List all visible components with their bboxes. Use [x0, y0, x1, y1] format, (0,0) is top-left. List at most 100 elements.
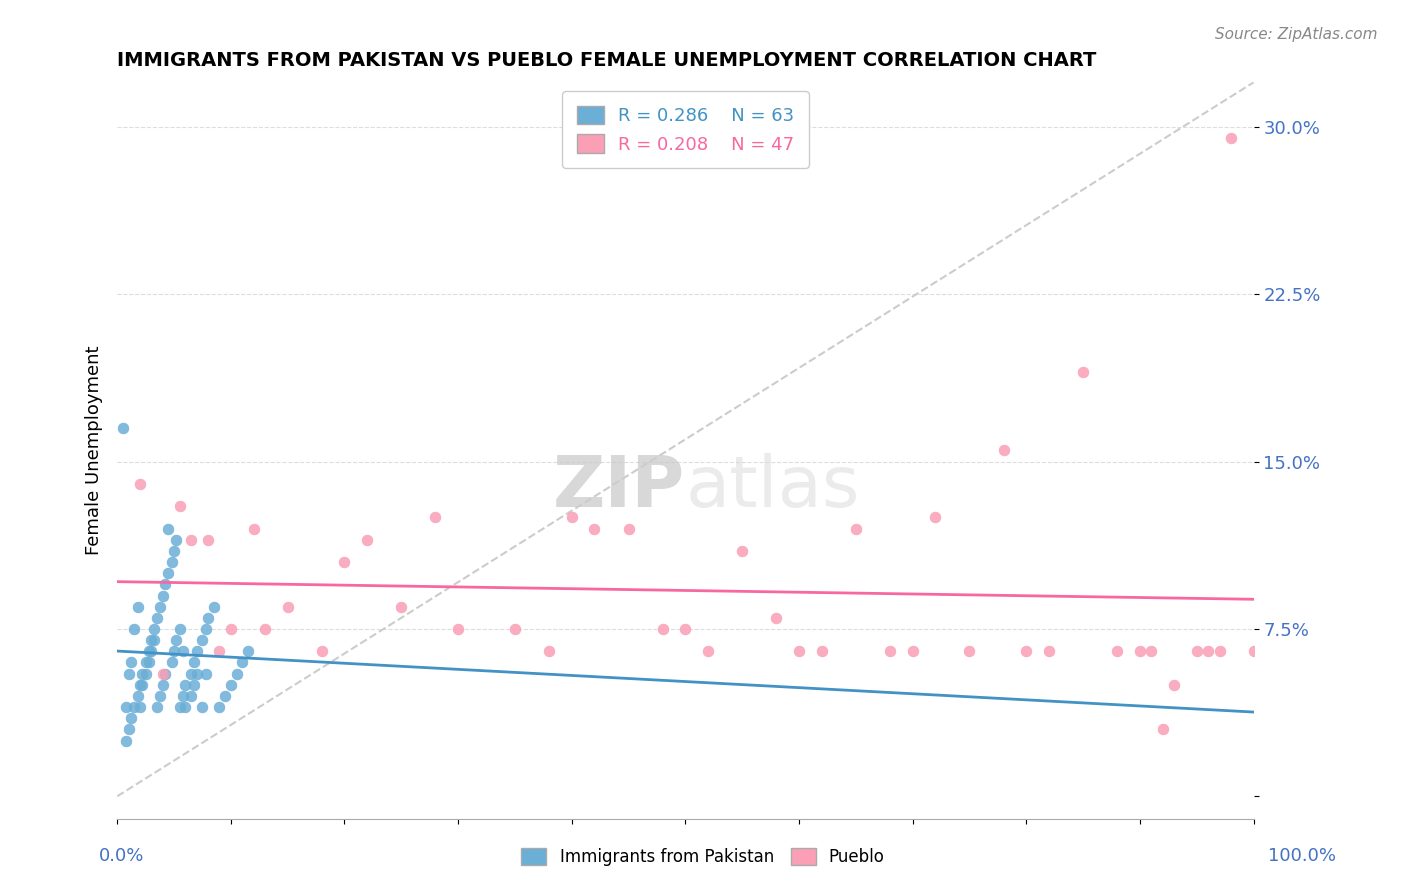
Point	[186, 644, 208, 658]
Point	[242, 522, 264, 536]
Point	[1185, 644, 1208, 658]
Point	[138, 644, 160, 658]
Point	[163, 544, 186, 558]
Point	[197, 611, 219, 625]
Point	[146, 611, 169, 625]
Point	[208, 644, 231, 658]
Point	[1038, 644, 1060, 658]
Point	[583, 522, 606, 536]
Point	[152, 589, 174, 603]
Point	[225, 666, 247, 681]
Point	[157, 566, 180, 581]
Point	[651, 622, 673, 636]
Point	[183, 678, 205, 692]
Point	[959, 644, 981, 658]
Point	[356, 533, 378, 547]
Point	[425, 510, 447, 524]
Point	[131, 666, 153, 681]
Point	[765, 611, 787, 625]
Point	[180, 666, 202, 681]
Point	[153, 666, 176, 681]
Point	[1208, 644, 1230, 658]
Point	[1152, 723, 1174, 737]
Point	[127, 599, 149, 614]
Point	[149, 689, 172, 703]
Y-axis label: Female Unemployment: Female Unemployment	[86, 346, 103, 555]
Point	[131, 678, 153, 692]
Point	[174, 678, 197, 692]
Point	[810, 644, 832, 658]
Point	[1129, 644, 1152, 658]
Point	[149, 599, 172, 614]
Point	[191, 700, 214, 714]
Point	[163, 644, 186, 658]
Point	[537, 644, 560, 658]
Point	[141, 644, 163, 658]
Point	[1140, 644, 1163, 658]
Point	[152, 678, 174, 692]
Point	[152, 666, 174, 681]
Point	[731, 544, 754, 558]
Point	[219, 678, 242, 692]
Point	[174, 700, 197, 714]
Point	[165, 533, 187, 547]
Point	[160, 555, 183, 569]
Point	[117, 723, 139, 737]
Point	[129, 477, 152, 491]
Point	[208, 700, 231, 714]
Point	[617, 522, 640, 536]
Point	[135, 666, 157, 681]
Text: atlas: atlas	[685, 453, 860, 522]
Point	[1015, 644, 1038, 658]
Point	[879, 644, 901, 658]
Point	[183, 656, 205, 670]
Point	[561, 510, 583, 524]
Point	[503, 622, 526, 636]
Text: 0.0%: 0.0%	[98, 847, 143, 865]
Point	[111, 421, 134, 435]
Text: 100.0%: 100.0%	[1268, 847, 1336, 865]
Point	[277, 599, 299, 614]
Point	[122, 700, 145, 714]
Point	[153, 577, 176, 591]
Point	[1197, 644, 1219, 658]
Point	[219, 622, 242, 636]
Point	[120, 656, 142, 670]
Point	[169, 500, 191, 514]
Point	[117, 666, 139, 681]
Point	[180, 689, 202, 703]
Point	[202, 599, 225, 614]
Point	[169, 622, 191, 636]
Point	[157, 522, 180, 536]
Point	[186, 666, 208, 681]
Point	[845, 522, 868, 536]
Point	[1219, 131, 1241, 145]
Point	[901, 644, 924, 658]
Point	[129, 678, 152, 692]
Point	[142, 633, 165, 648]
Point	[172, 644, 194, 658]
Point	[194, 622, 217, 636]
Text: Source: ZipAtlas.com: Source: ZipAtlas.com	[1215, 27, 1378, 42]
Point	[169, 700, 191, 714]
Point	[129, 700, 152, 714]
Point	[253, 622, 276, 636]
Point	[141, 633, 163, 648]
Point	[787, 644, 810, 658]
Point	[146, 700, 169, 714]
Point	[165, 633, 187, 648]
Point	[160, 656, 183, 670]
Point	[231, 656, 253, 670]
Legend: Immigrants from Pakistan, Pueblo: Immigrants from Pakistan, Pueblo	[513, 840, 893, 875]
Point	[389, 599, 412, 614]
Text: IMMIGRANTS FROM PAKISTAN VS PUEBLO FEMALE UNEMPLOYMENT CORRELATION CHART: IMMIGRANTS FROM PAKISTAN VS PUEBLO FEMAL…	[117, 51, 1097, 70]
Point	[993, 443, 1015, 458]
Point	[138, 656, 160, 670]
Point	[447, 622, 470, 636]
Point	[1107, 644, 1129, 658]
Point	[197, 533, 219, 547]
Point	[1163, 678, 1185, 692]
Point	[924, 510, 946, 524]
Point	[1071, 365, 1094, 379]
Point	[236, 644, 259, 658]
